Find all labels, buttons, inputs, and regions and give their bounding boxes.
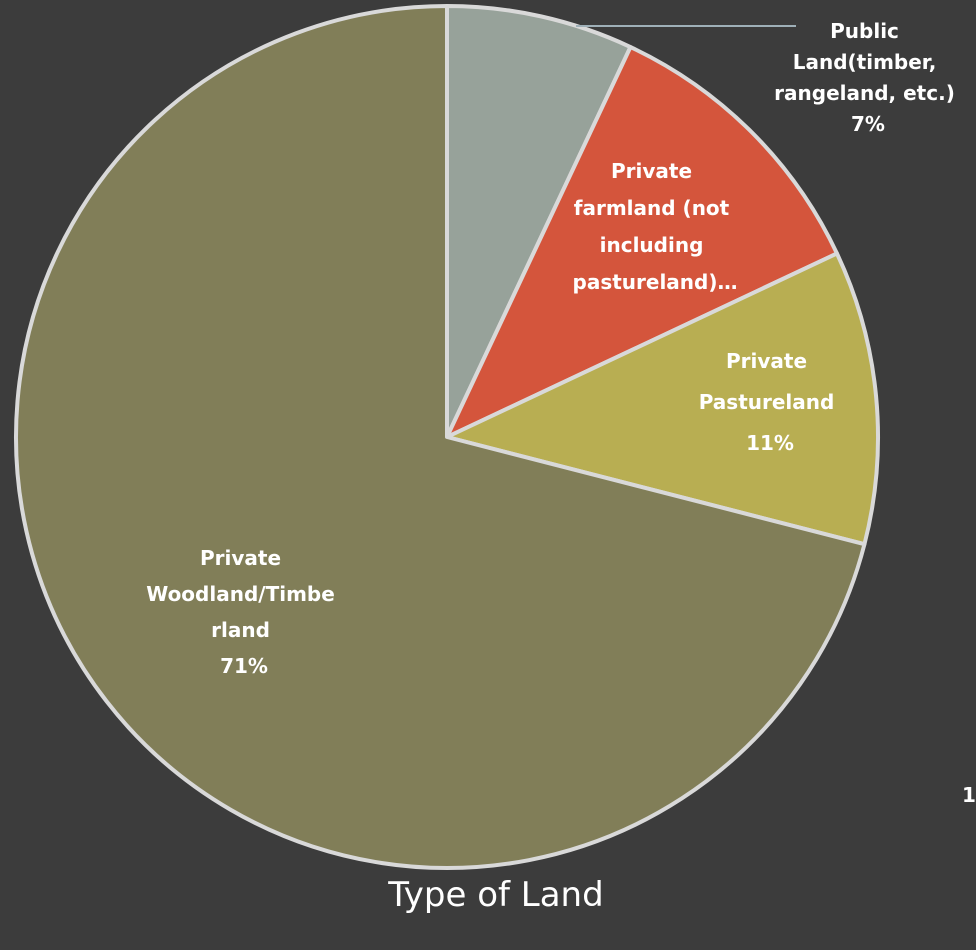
slice-private-woodland <box>14 4 867 870</box>
label-private-farmland: Private farmland (not including pasturel… <box>573 159 738 294</box>
label-private-woodland: Private Woodland/Timbe rland 71% <box>146 546 342 678</box>
slice-private-pastureland <box>445 251 880 547</box>
label-public-land: Public Land(timber, rangeland, etc.) 7% <box>774 19 962 136</box>
label-private-pastureland: Private Pastureland 11% <box>699 349 842 455</box>
pie-slices <box>14 4 880 870</box>
clipped-edge-text: 1 <box>962 783 976 807</box>
slice-public-land <box>445 4 633 439</box>
chart-title: Type of Land <box>387 875 603 915</box>
slice-private-farmland <box>445 45 839 439</box>
